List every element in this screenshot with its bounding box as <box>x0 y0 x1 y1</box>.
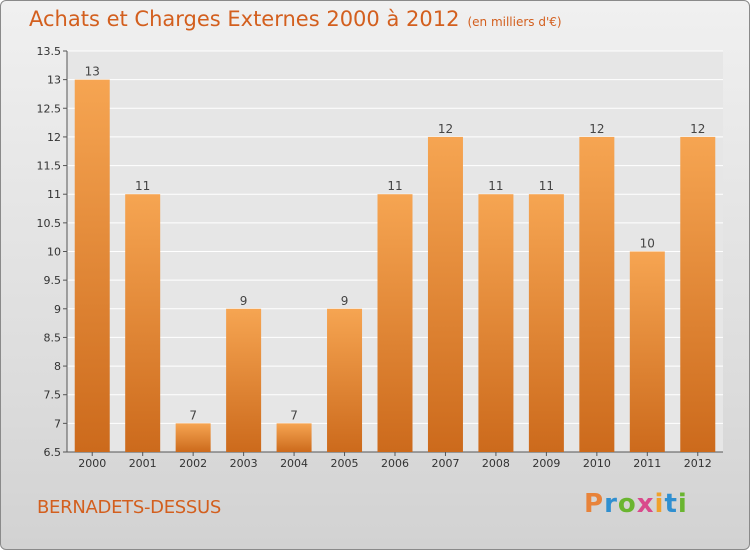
x-tick-label: 2008 <box>482 457 510 470</box>
data-label: 12 <box>438 122 453 136</box>
y-tick-label: 10 <box>47 246 61 259</box>
y-tick-label: 13.5 <box>37 45 62 58</box>
data-label: 7 <box>290 408 298 422</box>
y-tick-label: 12.5 <box>37 102 62 115</box>
y-tick-label: 9 <box>54 303 61 316</box>
y-tick-label: 10.5 <box>37 217 62 230</box>
logo-letter: P <box>584 489 605 519</box>
x-tick-label: 2011 <box>633 457 661 470</box>
x-tick-label: 2009 <box>532 457 560 470</box>
x-tick-label: 2002 <box>179 457 207 470</box>
x-tick-label: 2012 <box>684 457 712 470</box>
logo-letter: t <box>664 489 678 519</box>
bar <box>125 194 161 452</box>
chart-subtitle: (en milliers d'€) <box>467 15 562 29</box>
data-label: 9 <box>240 294 248 308</box>
x-tick-label: 2001 <box>129 457 157 470</box>
bar <box>680 136 716 452</box>
logo-letter: i <box>677 489 688 519</box>
bar <box>377 194 413 452</box>
y-tick-label: 9.5 <box>44 274 62 287</box>
bar <box>528 194 564 452</box>
bar <box>579 136 615 452</box>
data-label: 11 <box>488 179 503 193</box>
y-tick-label: 11.5 <box>37 160 62 173</box>
proxiti-logo: Proxiti <box>584 489 688 519</box>
x-tick-label: 2010 <box>583 457 611 470</box>
y-tick-label: 7 <box>54 417 61 430</box>
data-label: 9 <box>341 294 349 308</box>
bar <box>327 308 363 452</box>
x-tick-label: 2000 <box>78 457 106 470</box>
y-tick-label: 13 <box>47 74 61 87</box>
x-tick-label: 2006 <box>381 457 409 470</box>
y-tick-label: 7.5 <box>44 389 62 402</box>
data-label: 10 <box>640 237 655 251</box>
bar <box>74 79 110 453</box>
logo-letter: r <box>604 489 618 519</box>
x-tick-label: 2004 <box>280 457 308 470</box>
data-label: 11 <box>539 179 554 193</box>
commune-name: BERNADETS-DESSUS <box>37 497 222 518</box>
data-label: 11 <box>387 179 402 193</box>
x-tick-label: 2003 <box>230 457 258 470</box>
data-label: 13 <box>85 65 100 79</box>
y-tick-label: 6.5 <box>44 446 62 459</box>
logo-letter: x <box>636 489 655 519</box>
chart-title: Achats et Charges Externes 2000 à 2012 (e… <box>29 7 562 31</box>
logo-letter: i <box>654 489 665 519</box>
x-tick-label: 2005 <box>331 457 359 470</box>
bar <box>276 423 312 452</box>
logo-letter: o <box>617 489 637 519</box>
y-tick-label: 12 <box>47 131 61 144</box>
data-label: 11 <box>135 179 150 193</box>
chart-title-text: Achats et Charges Externes 2000 à 2012 <box>29 7 460 31</box>
data-label: 12 <box>690 122 705 136</box>
data-label: 12 <box>589 122 604 136</box>
bar <box>427 136 463 452</box>
bar <box>478 194 514 452</box>
x-tick-label: 2007 <box>431 457 459 470</box>
y-tick-label: 8.5 <box>44 331 62 344</box>
bar <box>226 308 262 452</box>
y-tick-label: 11 <box>47 188 61 201</box>
bar <box>629 251 665 452</box>
y-tick-label: 8 <box>54 360 61 373</box>
data-label: 7 <box>189 408 197 422</box>
bar <box>175 423 211 452</box>
